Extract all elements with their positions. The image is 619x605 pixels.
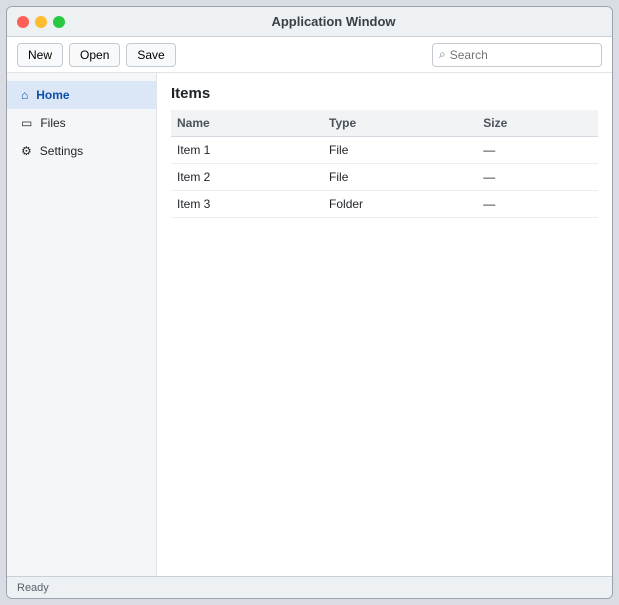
app-window: Application Window New Open Save ⌕ ⌂ Hom… bbox=[6, 6, 613, 599]
sidebar-item-label: Files bbox=[40, 116, 66, 130]
open-button[interactable]: Open bbox=[69, 42, 121, 67]
window-title: Application Window bbox=[271, 14, 396, 29]
home-icon: ⌂ bbox=[21, 88, 29, 102]
status-bar: Ready bbox=[7, 576, 612, 598]
close-button[interactable] bbox=[17, 15, 29, 28]
table-cell: Item 2 bbox=[171, 163, 324, 191]
table-row[interactable]: Item 1 File — bbox=[171, 136, 598, 164]
sidebar-item-home[interactable]: ⌂ Home bbox=[7, 81, 156, 109]
main-panel: Items Name Type Size Item 1 File — bbox=[157, 73, 612, 576]
table-header-row: Name Type Size bbox=[171, 110, 598, 137]
status-text: Ready bbox=[17, 581, 49, 594]
page-title: Items bbox=[171, 85, 211, 102]
title-bar: Application Window bbox=[7, 7, 612, 37]
column-header[interactable]: Size bbox=[477, 110, 598, 137]
table-cell: Item 1 bbox=[171, 136, 324, 164]
toolbar: New Open Save ⌕ bbox=[7, 37, 612, 73]
search-input[interactable] bbox=[449, 47, 590, 62]
table-row[interactable]: Item 3 Folder — bbox=[171, 190, 598, 218]
folder-icon: ▭ bbox=[21, 116, 33, 130]
sidebar-item-files[interactable]: ▭ Files bbox=[7, 109, 156, 137]
maximize-button[interactable] bbox=[53, 15, 65, 28]
sidebar-item-settings[interactable]: ⚙ Settings bbox=[7, 137, 156, 165]
column-header[interactable]: Type bbox=[323, 110, 478, 137]
window-controls bbox=[17, 15, 65, 28]
save-button[interactable]: Save bbox=[126, 42, 176, 67]
sidebar: ⌂ Home ▭ Files ⚙ Settings bbox=[7, 73, 157, 576]
table-cell: — bbox=[477, 190, 598, 218]
new-button[interactable]: New bbox=[17, 42, 64, 67]
table-cell: Item 3 bbox=[171, 190, 324, 218]
table-row[interactable]: Item 2 File — bbox=[171, 163, 598, 191]
table-cell: File bbox=[323, 136, 478, 164]
minimize-button[interactable] bbox=[35, 15, 47, 28]
sidebar-item-label: Settings bbox=[39, 144, 84, 158]
gear-icon: ⚙ bbox=[21, 144, 32, 158]
search-icon: ⌕ bbox=[439, 47, 446, 61]
column-header[interactable]: Name bbox=[171, 110, 324, 137]
content-area: ⌂ Home ▭ Files ⚙ Settings Items Name Typ… bbox=[7, 73, 612, 576]
table-cell: File bbox=[323, 163, 478, 191]
search-box[interactable]: ⌕ bbox=[432, 42, 602, 67]
table-cell: — bbox=[477, 163, 598, 191]
table-cell: Folder bbox=[323, 190, 478, 218]
table-cell: — bbox=[477, 136, 598, 164]
sidebar-item-label: Home bbox=[36, 88, 70, 102]
items-table: Name Type Size Item 1 File — Item 2 File… bbox=[171, 110, 598, 218]
